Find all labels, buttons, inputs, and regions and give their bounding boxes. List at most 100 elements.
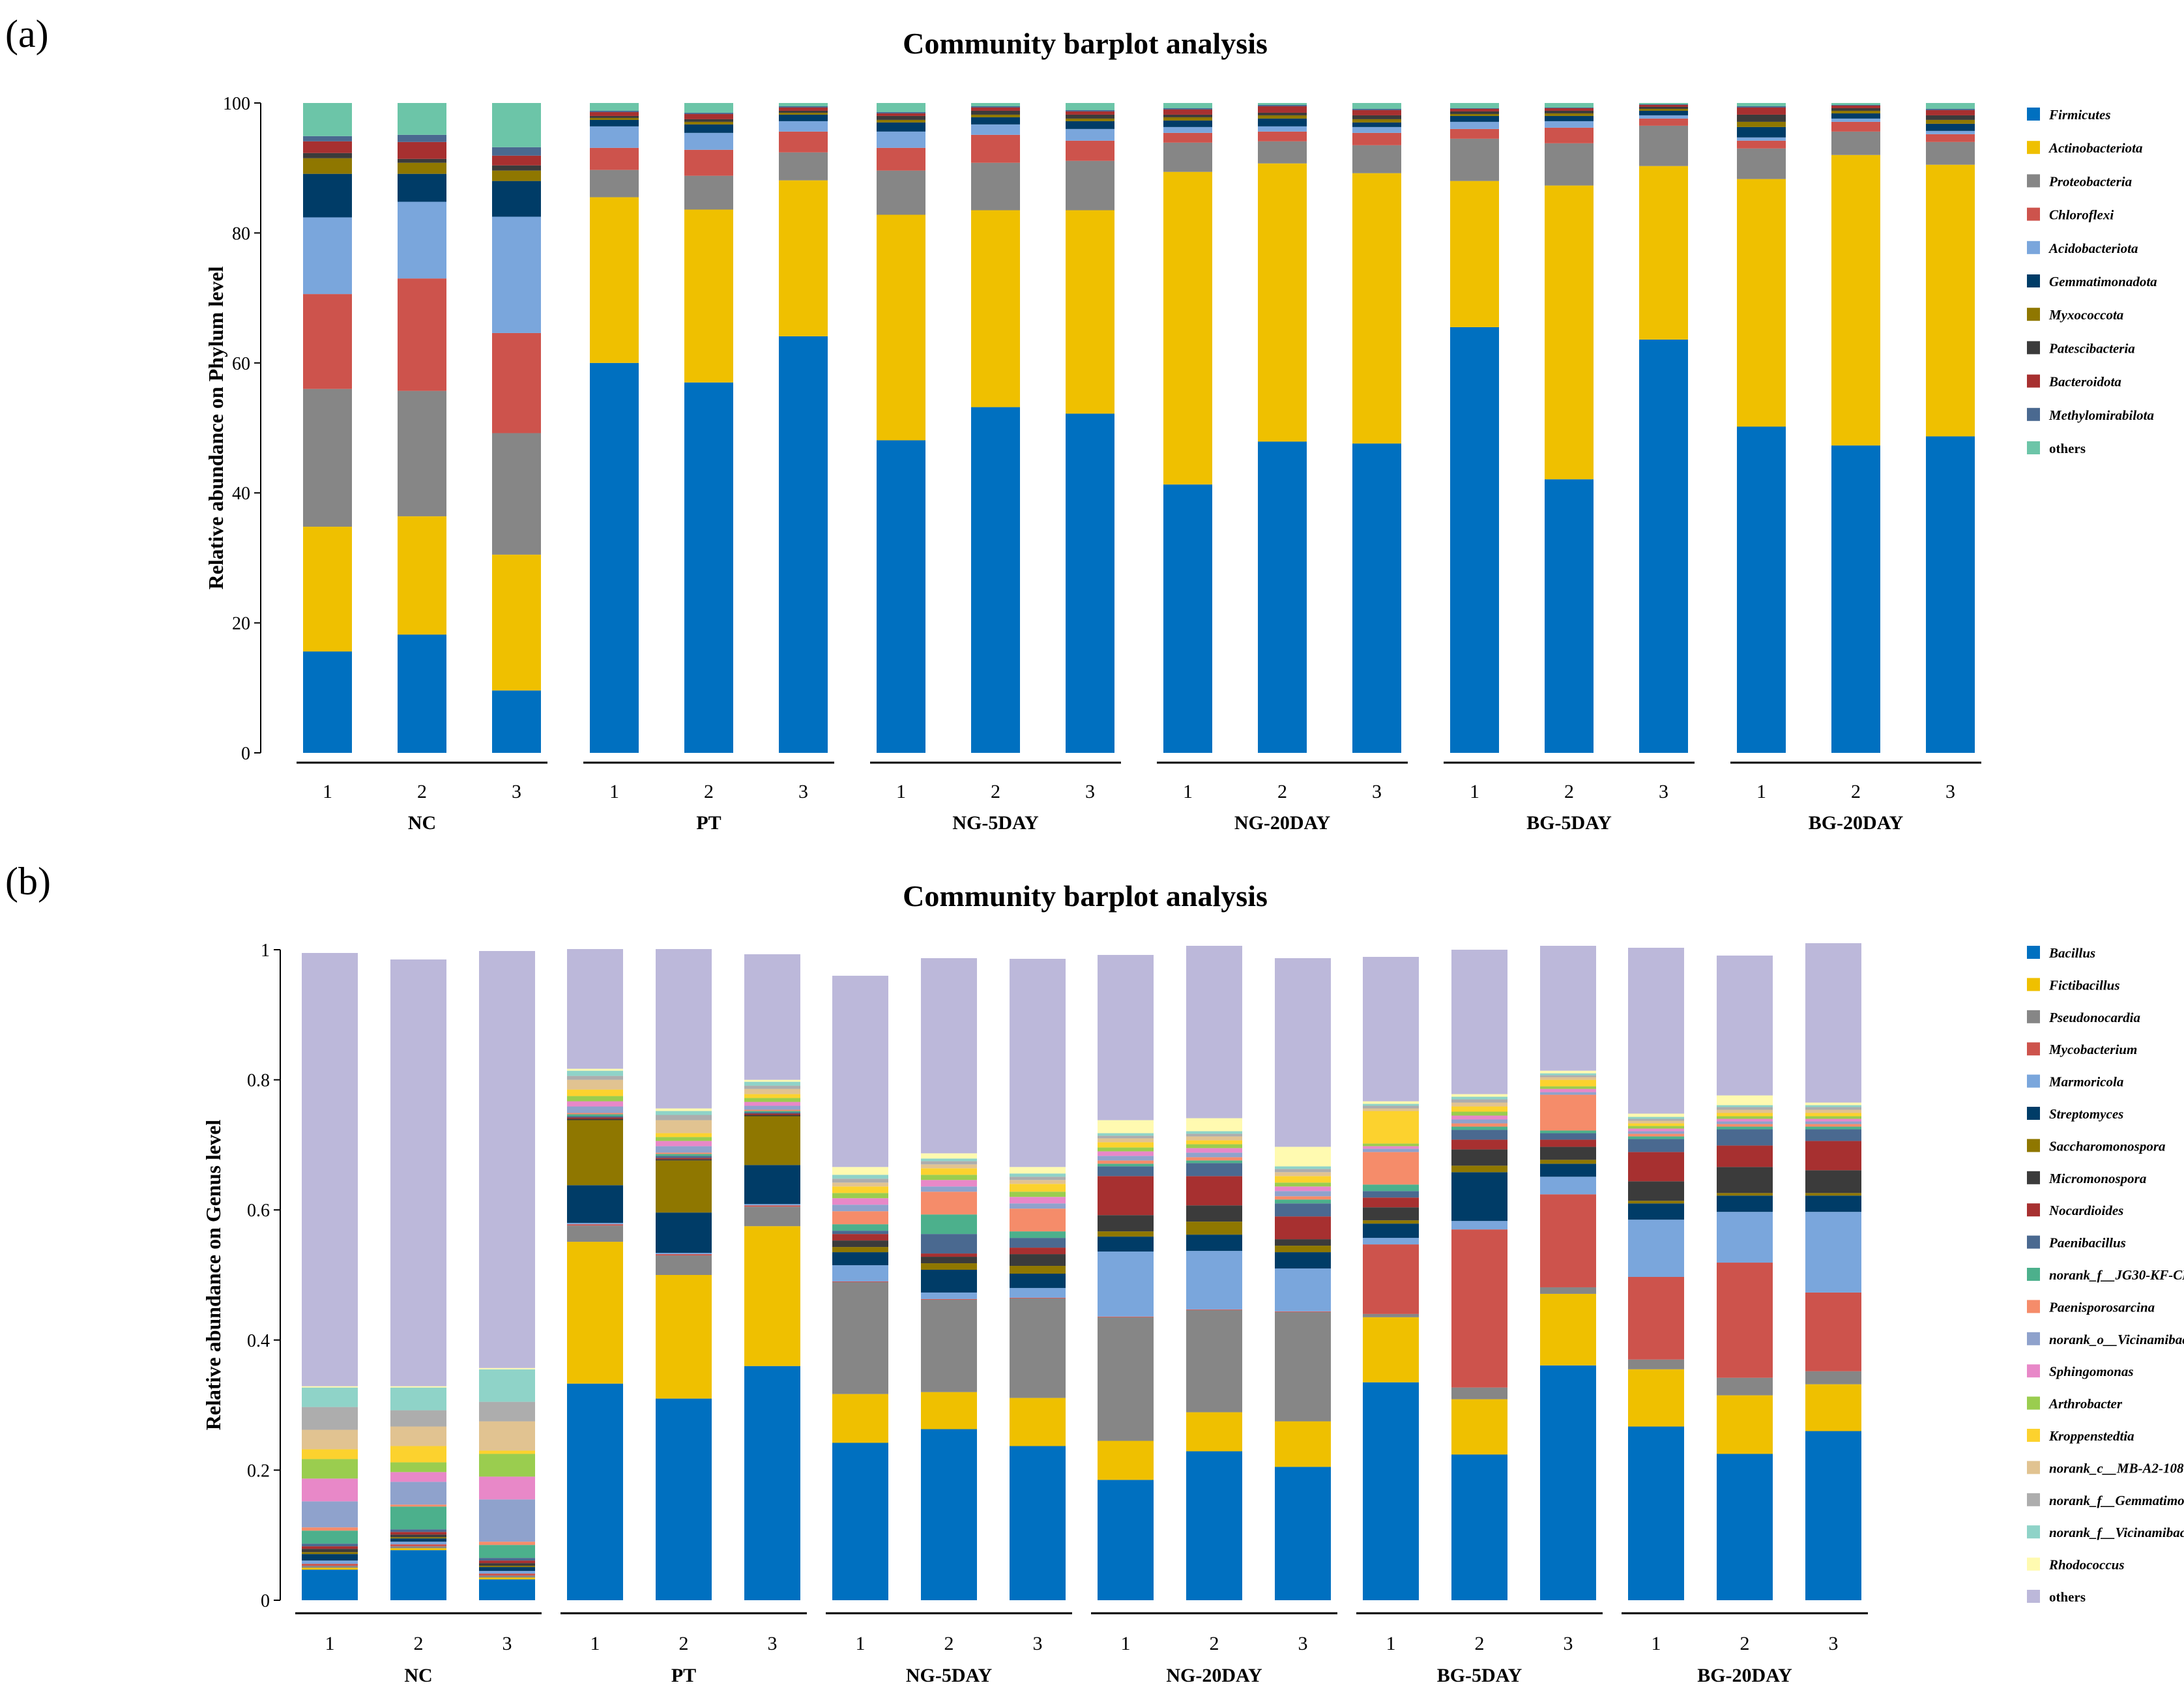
bar-segment-arthrobacter xyxy=(1628,1126,1684,1129)
bar-segment-myxococcota xyxy=(1926,119,1975,124)
legend-swatch xyxy=(2027,407,2040,421)
bar-segment-nocardioides xyxy=(1363,1197,1419,1208)
bar-segment-fictibacillus xyxy=(1805,1384,1861,1431)
bar-segment-firmicutes xyxy=(492,690,541,753)
bar-segment-marmoricola xyxy=(1010,1287,1066,1298)
bar-segment-acidobacteriota xyxy=(1066,128,1114,141)
bar-segment-saccharomonospora xyxy=(1010,1266,1066,1274)
bar-segment-bacillus xyxy=(1098,1480,1154,1600)
bar-segment-sphingomonas xyxy=(1010,1197,1066,1204)
bar-segment-saccharomonospora xyxy=(390,1537,446,1539)
bar-segment-methylomirabilota xyxy=(1926,108,1975,110)
bar-segment-paenisporosarcina xyxy=(390,1504,446,1507)
bar-segment-bacteroidota xyxy=(1737,107,1786,115)
bar-segment-fictibacillus xyxy=(1098,1441,1154,1480)
bar-segment-saccharomonospora xyxy=(1805,1193,1861,1196)
bar-segment-norank-f-vicinamibacteraceae xyxy=(479,1369,535,1402)
bar-segment-norank-f-jg30-kf-cm45 xyxy=(656,1154,712,1156)
bar-segment-micromonospora xyxy=(1363,1207,1419,1221)
bar-segment-sphingomonas xyxy=(744,1102,800,1106)
bar-segment-bacteroidota xyxy=(303,141,352,153)
bar-segment-pseudonocardia xyxy=(1186,1310,1242,1413)
bar-segment-proteobacteria xyxy=(779,152,828,181)
bar-segment-fictibacillus xyxy=(832,1394,888,1443)
group-label-ng-20day: NG-20DAY xyxy=(1234,812,1331,834)
bar-segment-arthrobacter xyxy=(921,1175,977,1180)
bar-segment-paenibacillus xyxy=(921,1234,977,1254)
bar-segment-kroppenstedtia xyxy=(832,1186,888,1193)
bar-segment-bacillus xyxy=(1275,1467,1331,1600)
bar-segment-norank-f-vicinamibacteraceae xyxy=(1628,1117,1684,1119)
bar-segment-actinobacteriota xyxy=(1066,210,1114,414)
bar-segment-paenisporosarcina xyxy=(744,1109,800,1111)
bar-segment-kroppenstedtia xyxy=(390,1446,446,1463)
legend-label: norank_f__Gemmatimonadaceae xyxy=(2049,1493,2184,1508)
bar-segment-saccharomonospora xyxy=(921,1263,977,1270)
bar-segment-patescibacteria xyxy=(303,153,352,158)
x-sample-label: 3 xyxy=(1372,781,1382,802)
bar-segment-firmicutes xyxy=(1258,441,1307,753)
x-sample-label: 2 xyxy=(417,781,427,802)
bar-segment-marmoricola xyxy=(390,1542,446,1545)
bar-segment-marmoricola xyxy=(1186,1251,1242,1310)
bar-segment-actinobacteriota xyxy=(1545,185,1594,480)
bar-segment-marmoricola xyxy=(479,1571,535,1574)
bar-segment-norank-f-jg30-kf-cm45 xyxy=(1186,1160,1242,1164)
bar-segment-chloroflexi xyxy=(303,294,352,389)
x-sample-label: 2 xyxy=(704,781,714,802)
bar-segment-streptomyces xyxy=(390,1538,446,1542)
bar-segment-paenisporosarcina xyxy=(302,1527,358,1531)
bar-segment-norank-o-vicinamibacterales xyxy=(1010,1203,1066,1209)
legend-swatch xyxy=(2027,1461,2040,1474)
bar-segment-nocardioides xyxy=(1628,1152,1684,1182)
bar-segment-paenisporosarcina xyxy=(1363,1152,1419,1185)
legend-swatch xyxy=(2027,374,2040,388)
bar-segment-chloroflexi xyxy=(1639,118,1688,126)
bar-segment-myxococcota xyxy=(1066,118,1114,121)
bar-segment-nocardioides xyxy=(1275,1216,1331,1240)
bar-segment-norank-f-gemmatimonadaceae xyxy=(1275,1169,1331,1173)
legend-swatch xyxy=(2027,1590,2040,1603)
bar-segment-streptomyces xyxy=(1363,1223,1419,1238)
bar-segment-norank-f-jg30-kf-cm45 xyxy=(744,1111,800,1113)
x-sample-label: 1 xyxy=(325,1633,335,1654)
bar-segment-methylomirabilota xyxy=(590,110,639,112)
legend-swatch xyxy=(2027,441,2040,454)
legend-swatch xyxy=(2027,141,2040,154)
legend-swatch xyxy=(2027,108,2040,121)
bar-segment-streptomyces xyxy=(1451,1172,1507,1222)
bar-segment-proteobacteria xyxy=(1545,143,1594,186)
bar-segment-pseudonocardia xyxy=(1098,1317,1154,1441)
bar-segment-patescibacteria xyxy=(1926,115,1975,120)
bar-segment-bacillus xyxy=(1717,1454,1773,1600)
bar-segment-others xyxy=(971,103,1020,106)
x-sample-label: 1 xyxy=(856,1633,866,1654)
bar-segment-myxococcota xyxy=(684,121,733,124)
bar-segment-bacteroidota xyxy=(1066,111,1114,115)
bar-segment-fictibacillus xyxy=(1451,1399,1507,1455)
bar-segment-patescibacteria xyxy=(1258,112,1307,115)
group-label-bg-20day: BG-20DAY xyxy=(1697,1665,1792,1686)
bar-segment-firmicutes xyxy=(1831,445,1880,753)
bar-segment-arthrobacter xyxy=(1186,1144,1242,1149)
bar-segment-arthrobacter xyxy=(567,1096,623,1102)
bar-segment-pseudonocardia xyxy=(1717,1377,1773,1396)
bar-segment-rhodococcus xyxy=(1805,1102,1861,1105)
bar-segment-gemmatimonadota xyxy=(1639,110,1688,115)
bar-segment-acidobacteriota xyxy=(1450,121,1499,129)
legend-swatch xyxy=(2027,1493,2040,1506)
bar-segment-firmicutes xyxy=(1737,426,1786,753)
panel-label-a: (a) xyxy=(5,12,49,55)
bar-segment-firmicutes xyxy=(1926,436,1975,753)
bar-segment-norank-f-vicinamibacteraceae xyxy=(1717,1105,1773,1107)
bar-segment-others xyxy=(479,950,535,1368)
bar-segment-norank-f-jg30-kf-cm45 xyxy=(1363,1184,1419,1192)
bar-segment-saccharomonospora xyxy=(656,1160,712,1213)
bar-segment-arthrobacter xyxy=(1010,1192,1066,1197)
bar-segment-mycobacterium xyxy=(656,1254,712,1256)
bar-segment-saccharomonospora xyxy=(1275,1246,1331,1253)
bar-segment-sphingomonas xyxy=(832,1198,888,1205)
bar-segment-rhodococcus xyxy=(1628,1113,1684,1117)
x-sample-label: 1 xyxy=(609,781,619,802)
legend-label: Rhodococcus xyxy=(2048,1557,2125,1573)
